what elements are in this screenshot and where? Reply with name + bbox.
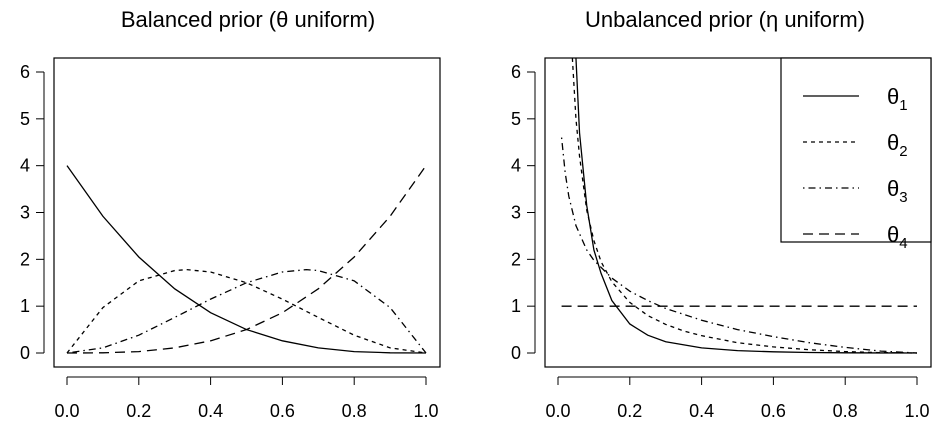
left-y-tick-label: 5 xyxy=(20,109,30,129)
legend-label-3: θ3 xyxy=(887,176,908,206)
right-series-line-2 xyxy=(571,58,918,354)
left-series-line-3 xyxy=(66,268,427,354)
left-y-tick-label: 3 xyxy=(20,203,30,223)
left-plot-frame xyxy=(53,57,441,368)
left-series-line-1 xyxy=(66,165,427,354)
right-y-tick-label: 6 xyxy=(511,62,521,82)
right-chart-title: Unbalanced prior (η uniform) xyxy=(585,7,865,32)
left-y-tick-label: 0 xyxy=(20,343,30,363)
legend: θ1 θ2 θ3 θ4 xyxy=(780,57,932,252)
legend-label-1: θ1 xyxy=(887,84,908,114)
right-y-tick-label: 1 xyxy=(511,296,521,316)
right-x-tick-label: 1.0 xyxy=(904,401,929,421)
right-x-tick-label: 0.4 xyxy=(689,401,714,421)
right-y-tick-label: 2 xyxy=(511,249,521,269)
left-x-tick-label: 0.0 xyxy=(54,401,79,421)
right-plot-lines xyxy=(560,58,918,354)
right-x-tick-label: 0.0 xyxy=(545,401,570,421)
right-x-tick-label: 0.8 xyxy=(833,401,858,421)
left-y-tick-label: 6 xyxy=(20,62,30,82)
left-y-axis: 0 1 2 3 4 5 6 xyxy=(20,62,45,363)
left-chart: Balanced prior (θ uniform) 0.0 0.2 0.4 0.6 0… xyxy=(20,7,441,421)
left-series-line-2 xyxy=(66,268,427,354)
right-y-axis: 0 1 2 3 4 5 6 xyxy=(511,62,536,363)
left-y-tick-label: 4 xyxy=(20,156,30,176)
left-x-tick-label: 0.4 xyxy=(198,401,223,421)
legend-label-4: θ4 xyxy=(887,222,908,252)
legend-label-2: θ2 xyxy=(887,130,908,160)
left-x-tick-label: 0.6 xyxy=(270,401,295,421)
left-x-tick-label: 1.0 xyxy=(413,401,438,421)
left-y-tick-label: 2 xyxy=(20,249,30,269)
right-y-tick-label: 0 xyxy=(511,343,521,363)
right-x-tick-label: 0.6 xyxy=(761,401,786,421)
left-plot-lines xyxy=(66,165,427,354)
left-x-tick-label: 0.8 xyxy=(342,401,367,421)
right-y-tick-label: 3 xyxy=(511,203,521,223)
left-x-axis: 0.0 0.2 0.4 0.6 0.8 1.0 xyxy=(54,376,439,421)
right-x-tick-label: 0.2 xyxy=(617,401,642,421)
right-y-tick-label: 5 xyxy=(511,109,521,129)
left-chart-title: Balanced prior (θ uniform) xyxy=(121,7,375,32)
right-y-tick-label: 4 xyxy=(511,156,521,176)
right-x-axis: 0.0 0.2 0.4 0.6 0.8 1.0 xyxy=(545,376,930,421)
left-series-line-4 xyxy=(66,165,427,354)
right-chart: Unbalanced prior (η uniform) 0.0 0.2 0.4 0.… xyxy=(511,7,932,421)
left-x-tick-label: 0.2 xyxy=(126,401,151,421)
left-y-tick-label: 1 xyxy=(20,296,30,316)
legend-box xyxy=(780,57,932,243)
